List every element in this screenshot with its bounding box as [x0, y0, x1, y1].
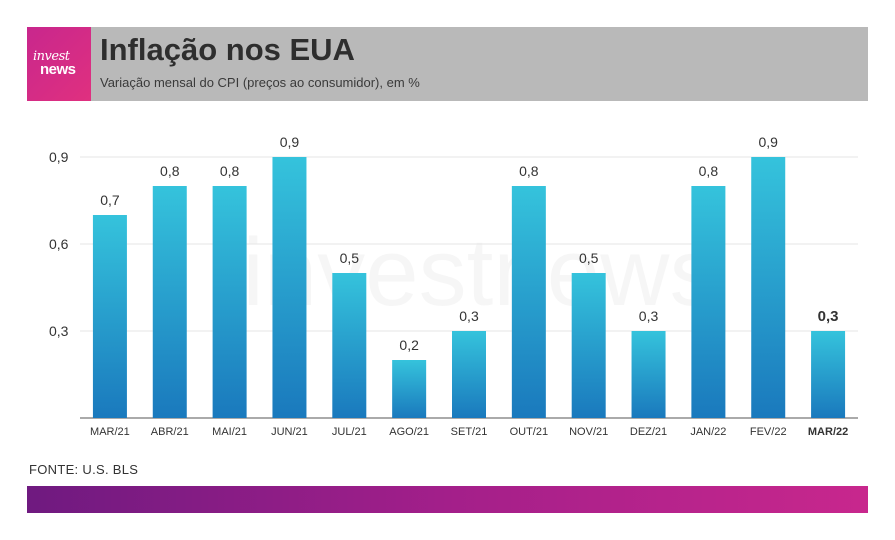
chart-subtitle: Variação mensal do CPI (preços ao consum…	[100, 75, 420, 90]
bar	[511, 186, 546, 418]
x-tick-label: OUT/21	[510, 426, 549, 438]
data-label: 0,5	[579, 250, 599, 266]
bar	[272, 157, 307, 418]
header-banner: invest news Inflação nos EUA Variação me…	[27, 27, 868, 101]
data-label: 0,3	[818, 308, 839, 325]
x-tick-label: MAR/22	[808, 426, 848, 438]
x-tick-label: MAR/21	[90, 426, 130, 438]
y-tick-label: 0,9	[49, 149, 69, 165]
logo-text-bottom: news	[40, 61, 76, 78]
bar	[691, 186, 726, 418]
x-tick-label: ABR/21	[151, 426, 189, 438]
data-label: 0,3	[459, 308, 479, 324]
bar	[751, 157, 786, 418]
bar	[571, 273, 606, 418]
footer-bar	[27, 486, 868, 513]
data-label: 0,9	[280, 134, 300, 150]
data-label: 0,8	[220, 163, 240, 179]
bar-chart: investnews0,30,60,90,7MAR/210,8ABR/210,8…	[49, 134, 858, 438]
x-tick-label: DEZ/21	[630, 426, 667, 438]
x-tick-label: JUN/21	[271, 426, 308, 438]
logo-text-top: invest	[33, 49, 70, 64]
data-label: 0,5	[340, 250, 360, 266]
data-label: 0,8	[699, 163, 719, 179]
bar	[332, 273, 367, 418]
bar	[631, 331, 666, 418]
bar	[811, 331, 846, 418]
data-label: 0,7	[100, 192, 120, 208]
data-label: 0,8	[160, 163, 180, 179]
data-label: 0,8	[519, 163, 539, 179]
bar	[152, 186, 187, 418]
bar	[212, 186, 247, 418]
data-label: 0,2	[399, 337, 419, 353]
source-note: FONTE: U.S. BLS	[29, 462, 139, 477]
x-tick-label: AGO/21	[389, 426, 429, 438]
x-tick-label: MAI/21	[212, 426, 247, 438]
x-tick-label: SET/21	[451, 426, 488, 438]
bar	[92, 215, 127, 418]
x-tick-label: NOV/21	[569, 426, 608, 438]
x-tick-label: JAN/22	[690, 426, 726, 438]
y-tick-label: 0,6	[49, 236, 69, 252]
x-tick-label: JUL/21	[332, 426, 367, 438]
data-label: 0,3	[639, 308, 659, 324]
bar	[392, 360, 427, 418]
x-tick-label: FEV/22	[750, 426, 787, 438]
bar	[452, 331, 486, 418]
data-label: 0,9	[758, 134, 778, 150]
chart-title: Inflação nos EUA	[100, 32, 355, 67]
investnews-logo: invest news	[27, 27, 91, 101]
y-tick-label: 0,3	[49, 323, 69, 339]
